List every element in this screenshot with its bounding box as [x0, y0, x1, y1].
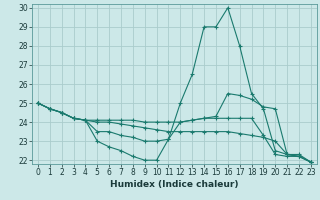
X-axis label: Humidex (Indice chaleur): Humidex (Indice chaleur) [110, 180, 239, 189]
